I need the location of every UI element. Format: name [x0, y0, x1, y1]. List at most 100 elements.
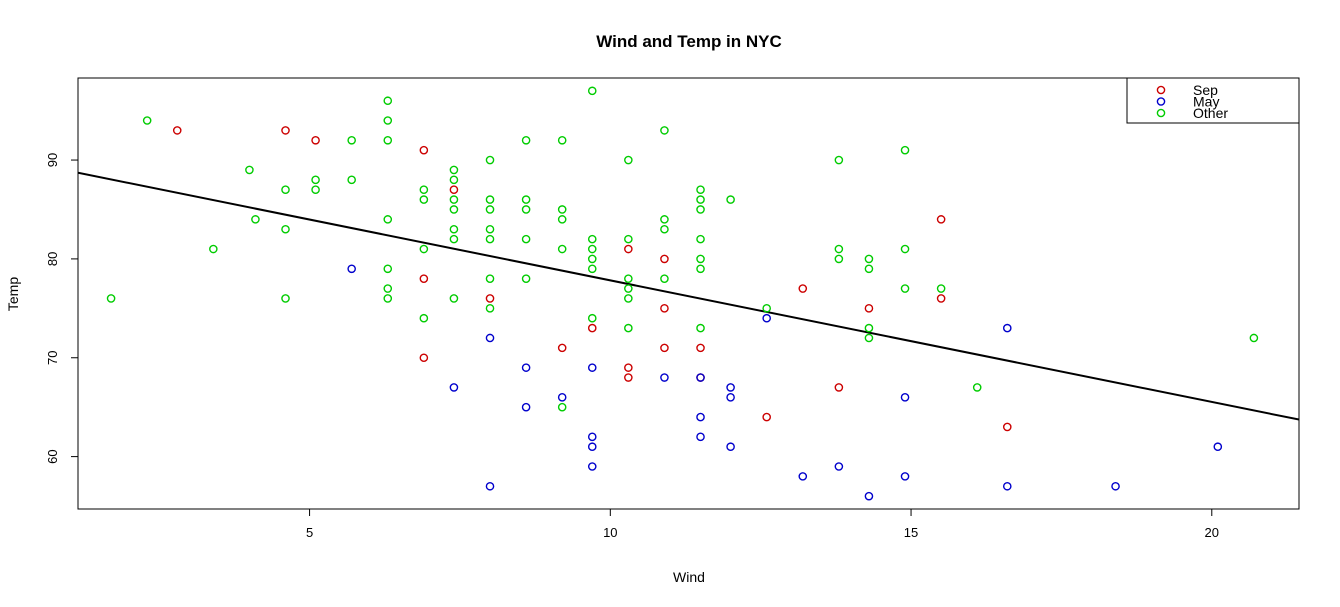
series-may	[347, 264, 1223, 501]
data-point	[281, 224, 290, 234]
data-point	[587, 363, 597, 372]
data-point	[798, 472, 808, 481]
data-point	[762, 304, 771, 313]
data-point	[383, 284, 393, 293]
data-point	[762, 313, 771, 323]
data-point	[557, 205, 567, 214]
data-point	[142, 116, 152, 125]
data-point	[900, 244, 910, 254]
data-point	[251, 215, 260, 224]
data-point	[557, 402, 567, 412]
data-point	[521, 205, 531, 214]
data-point	[864, 333, 874, 343]
data-point	[347, 264, 356, 274]
data-point	[1249, 333, 1259, 343]
data-point	[900, 145, 910, 155]
data-point	[864, 304, 874, 313]
data-point	[696, 264, 705, 274]
series-other	[106, 86, 1259, 412]
data-point	[696, 432, 705, 442]
data-point	[834, 155, 844, 165]
data-point	[383, 215, 393, 224]
data-point	[936, 284, 946, 293]
data-point	[485, 481, 495, 491]
legend-marker	[1156, 97, 1166, 106]
regression-line	[78, 171, 1299, 421]
data-point	[245, 165, 254, 175]
legend-label: Other	[1193, 105, 1228, 121]
data-point	[419, 145, 429, 155]
data-point	[449, 175, 459, 185]
data-point	[1111, 481, 1120, 491]
data-point	[209, 244, 218, 254]
data-point	[485, 304, 495, 313]
data-point	[281, 294, 290, 303]
data-point	[521, 195, 531, 204]
data-point	[696, 205, 705, 214]
data-points	[106, 86, 1259, 501]
data-point	[521, 274, 531, 283]
data-point	[383, 294, 393, 303]
data-point	[419, 244, 429, 254]
data-point	[587, 86, 597, 96]
data-point	[449, 195, 459, 204]
legend-marker	[1156, 108, 1166, 118]
data-point	[281, 126, 290, 135]
legend-label: May	[1193, 94, 1219, 110]
data-point	[449, 383, 459, 392]
y-tick-label: 70	[45, 351, 60, 365]
x-tick-label: 5	[306, 525, 313, 540]
data-point	[587, 264, 597, 274]
y-axis: 60 70 80 90	[45, 153, 78, 464]
data-point	[696, 343, 705, 353]
data-point	[936, 294, 946, 303]
y-tick-label: 80	[45, 252, 60, 266]
data-point	[587, 442, 597, 452]
data-point	[762, 412, 771, 422]
data-point	[311, 175, 320, 185]
data-point	[449, 294, 459, 303]
data-point	[660, 215, 669, 224]
data-point	[696, 254, 705, 264]
data-point	[587, 462, 597, 471]
data-point	[485, 205, 495, 214]
legend-box	[1126, 77, 1300, 124]
data-point	[624, 234, 633, 244]
data-point	[485, 333, 495, 343]
plot-frame	[77, 77, 1300, 510]
data-point	[696, 323, 705, 333]
data-point	[587, 323, 597, 333]
data-point	[1213, 442, 1223, 452]
data-point	[557, 244, 567, 254]
data-point	[383, 264, 393, 274]
data-point	[485, 274, 495, 283]
data-point	[557, 392, 567, 402]
data-point	[624, 244, 633, 254]
y-tick-label: 60	[45, 449, 60, 463]
data-point	[587, 244, 597, 254]
data-point	[864, 323, 874, 333]
data-point	[485, 234, 495, 244]
data-point	[106, 294, 116, 303]
data-point	[419, 353, 429, 363]
data-point	[587, 432, 597, 442]
data-point	[660, 343, 669, 353]
data-point	[660, 274, 669, 283]
data-point	[449, 205, 459, 214]
data-point	[311, 185, 320, 195]
data-point	[624, 363, 633, 372]
data-point	[660, 373, 669, 382]
x-tick-label: 15	[904, 525, 918, 540]
data-point	[449, 234, 459, 244]
data-point	[726, 392, 735, 402]
data-point	[624, 294, 633, 303]
data-point	[485, 195, 495, 204]
y-tick-label: 90	[45, 153, 60, 167]
data-point	[485, 224, 495, 234]
data-point	[798, 284, 808, 293]
legend-label: Sep	[1193, 82, 1218, 98]
data-point	[624, 373, 633, 382]
data-point	[383, 135, 393, 145]
data-point	[557, 135, 567, 145]
data-point	[1002, 481, 1012, 491]
